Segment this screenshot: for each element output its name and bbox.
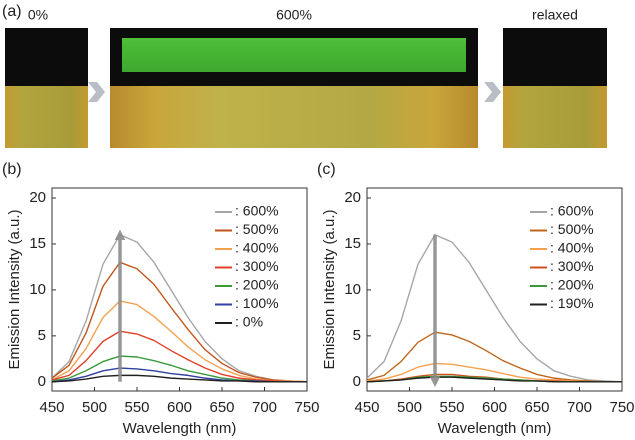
y-tick-label: 10 <box>344 281 361 298</box>
line-series <box>51 300 308 383</box>
x-tick-label: 750 <box>294 399 319 416</box>
legend-label: : 0% <box>235 314 263 330</box>
x-tick-label: 450 <box>354 399 379 416</box>
photo-2 <box>503 28 607 148</box>
legend-label: : 400% <box>235 240 279 256</box>
photo-caption: 600% <box>276 7 312 23</box>
legend-label: : 500% <box>550 221 594 237</box>
x-tick-label: 500 <box>82 399 107 416</box>
panel-label: (a) <box>2 3 22 20</box>
x-tick-label: 500 <box>397 399 422 416</box>
x-axis-label: Wavelength (nm) <box>438 420 552 437</box>
x-tick-label: 550 <box>439 399 464 416</box>
line-series <box>51 374 307 383</box>
x-tick-label: 600 <box>482 399 507 416</box>
photo-0 <box>5 28 88 148</box>
legend-label: : 100% <box>235 295 279 311</box>
arrow-icon <box>88 82 105 102</box>
sample-glow <box>122 38 466 72</box>
legend-label: : 200% <box>550 277 594 293</box>
y-tick-label: 0 <box>353 373 361 390</box>
y-tick-label: 15 <box>344 235 361 252</box>
line-series <box>366 331 622 383</box>
y-tick-label: 20 <box>344 189 361 206</box>
x-tick-label: 700 <box>567 399 592 416</box>
x-tick-label: 700 <box>252 399 277 416</box>
panel-label: (c) <box>317 161 336 178</box>
photo-caption: relaxed <box>532 7 578 23</box>
legend-label: : 200% <box>235 277 279 293</box>
line-series <box>366 234 623 383</box>
photo-1 <box>110 28 478 148</box>
y-tick-label: 15 <box>29 235 46 252</box>
legend-label: : 300% <box>550 258 594 274</box>
panel-label: (b) <box>2 161 22 178</box>
x-tick-label: 750 <box>609 399 634 416</box>
legend-label: : 600% <box>550 203 594 219</box>
x-tick-label: 550 <box>124 399 149 416</box>
y-tick-label: 0 <box>38 373 46 390</box>
x-tick-label: 450 <box>39 399 64 416</box>
line-series <box>366 376 622 383</box>
arrow-icon <box>484 82 501 102</box>
x-axis-label: Wavelength (nm) <box>123 420 237 437</box>
photo-caption: 0% <box>28 7 48 23</box>
x-tick-label: 600 <box>167 399 192 416</box>
legend-label: : 600% <box>235 203 279 219</box>
x-tick-label: 650 <box>209 399 234 416</box>
y-axis-label: Emission Intensity (a.u.) <box>6 209 23 369</box>
legend-label: : 500% <box>235 221 279 237</box>
y-tick-label: 5 <box>353 327 361 344</box>
line-series <box>51 330 307 383</box>
legend-label: : 300% <box>235 258 279 274</box>
y-axis-label: Emission Intensity (a.u.) <box>321 209 338 369</box>
line-series <box>51 261 308 383</box>
y-tick-label: 10 <box>29 281 46 298</box>
legend-label: : 400% <box>550 240 594 256</box>
y-tick-label: 20 <box>29 189 46 206</box>
x-tick-label: 650 <box>524 399 549 416</box>
legend-label: : 190% <box>550 295 594 311</box>
y-tick-label: 5 <box>38 327 46 344</box>
